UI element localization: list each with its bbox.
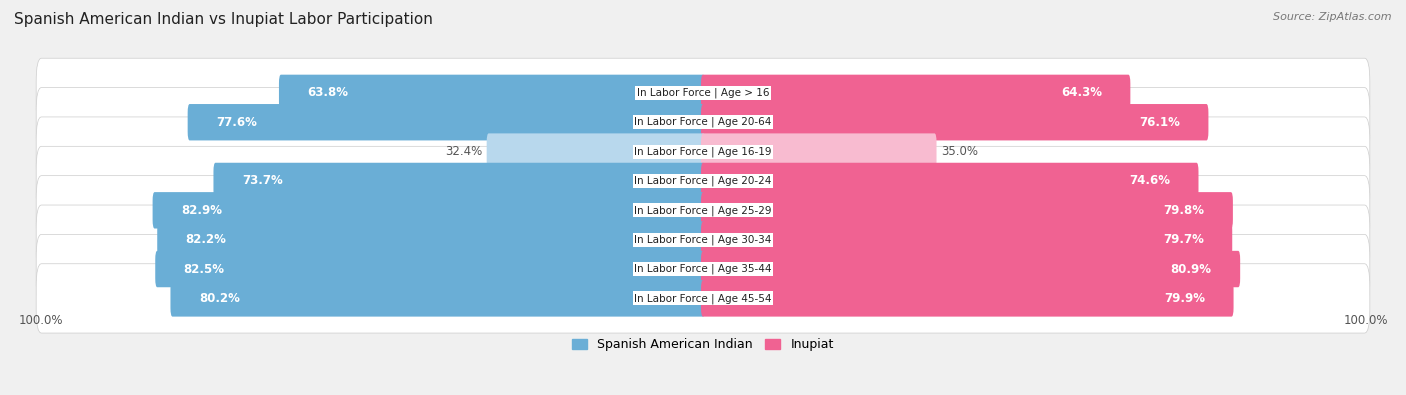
FancyBboxPatch shape xyxy=(702,192,1233,229)
Text: 63.8%: 63.8% xyxy=(308,87,349,100)
Text: 73.7%: 73.7% xyxy=(242,175,283,188)
Text: 77.6%: 77.6% xyxy=(217,116,257,129)
Text: Source: ZipAtlas.com: Source: ZipAtlas.com xyxy=(1274,12,1392,22)
FancyBboxPatch shape xyxy=(702,222,1232,258)
FancyBboxPatch shape xyxy=(278,75,704,111)
Text: In Labor Force | Age 16-19: In Labor Force | Age 16-19 xyxy=(634,146,772,157)
Text: In Labor Force | Age 20-24: In Labor Force | Age 20-24 xyxy=(634,176,772,186)
FancyBboxPatch shape xyxy=(37,234,1369,304)
Text: 82.2%: 82.2% xyxy=(186,233,226,246)
Text: 100.0%: 100.0% xyxy=(18,314,63,327)
Text: 80.2%: 80.2% xyxy=(198,292,240,305)
FancyBboxPatch shape xyxy=(37,146,1369,216)
Text: 100.0%: 100.0% xyxy=(1343,314,1388,327)
FancyBboxPatch shape xyxy=(37,88,1369,157)
FancyBboxPatch shape xyxy=(702,251,1240,287)
FancyBboxPatch shape xyxy=(155,251,704,287)
Text: In Labor Force | Age 25-29: In Labor Force | Age 25-29 xyxy=(634,205,772,216)
FancyBboxPatch shape xyxy=(37,117,1369,186)
Text: 82.5%: 82.5% xyxy=(184,263,225,276)
FancyBboxPatch shape xyxy=(153,192,704,229)
FancyBboxPatch shape xyxy=(157,222,704,258)
FancyBboxPatch shape xyxy=(702,280,1233,317)
Text: 32.4%: 32.4% xyxy=(444,145,482,158)
Text: In Labor Force | Age 30-34: In Labor Force | Age 30-34 xyxy=(634,234,772,245)
Text: In Labor Force | Age 20-64: In Labor Force | Age 20-64 xyxy=(634,117,772,128)
FancyBboxPatch shape xyxy=(702,75,1130,111)
FancyBboxPatch shape xyxy=(170,280,704,317)
FancyBboxPatch shape xyxy=(702,134,936,170)
Text: 80.9%: 80.9% xyxy=(1171,263,1212,276)
Text: Spanish American Indian vs Inupiat Labor Participation: Spanish American Indian vs Inupiat Labor… xyxy=(14,12,433,27)
Text: 74.6%: 74.6% xyxy=(1129,175,1170,188)
FancyBboxPatch shape xyxy=(37,176,1369,245)
Text: 35.0%: 35.0% xyxy=(941,145,979,158)
Text: 79.7%: 79.7% xyxy=(1163,233,1204,246)
Text: In Labor Force | Age 35-44: In Labor Force | Age 35-44 xyxy=(634,264,772,274)
FancyBboxPatch shape xyxy=(702,163,1198,199)
Text: In Labor Force | Age 45-54: In Labor Force | Age 45-54 xyxy=(634,293,772,304)
Text: In Labor Force | Age > 16: In Labor Force | Age > 16 xyxy=(637,88,769,98)
Text: 79.9%: 79.9% xyxy=(1164,292,1205,305)
FancyBboxPatch shape xyxy=(486,134,704,170)
FancyBboxPatch shape xyxy=(702,104,1208,141)
FancyBboxPatch shape xyxy=(37,58,1369,128)
FancyBboxPatch shape xyxy=(187,104,704,141)
Text: 76.1%: 76.1% xyxy=(1139,116,1180,129)
FancyBboxPatch shape xyxy=(37,205,1369,274)
Text: 79.8%: 79.8% xyxy=(1163,204,1205,217)
Legend: Spanish American Indian, Inupiat: Spanish American Indian, Inupiat xyxy=(567,333,839,356)
Text: 64.3%: 64.3% xyxy=(1062,87,1102,100)
Text: 82.9%: 82.9% xyxy=(181,204,222,217)
FancyBboxPatch shape xyxy=(214,163,704,199)
FancyBboxPatch shape xyxy=(37,264,1369,333)
